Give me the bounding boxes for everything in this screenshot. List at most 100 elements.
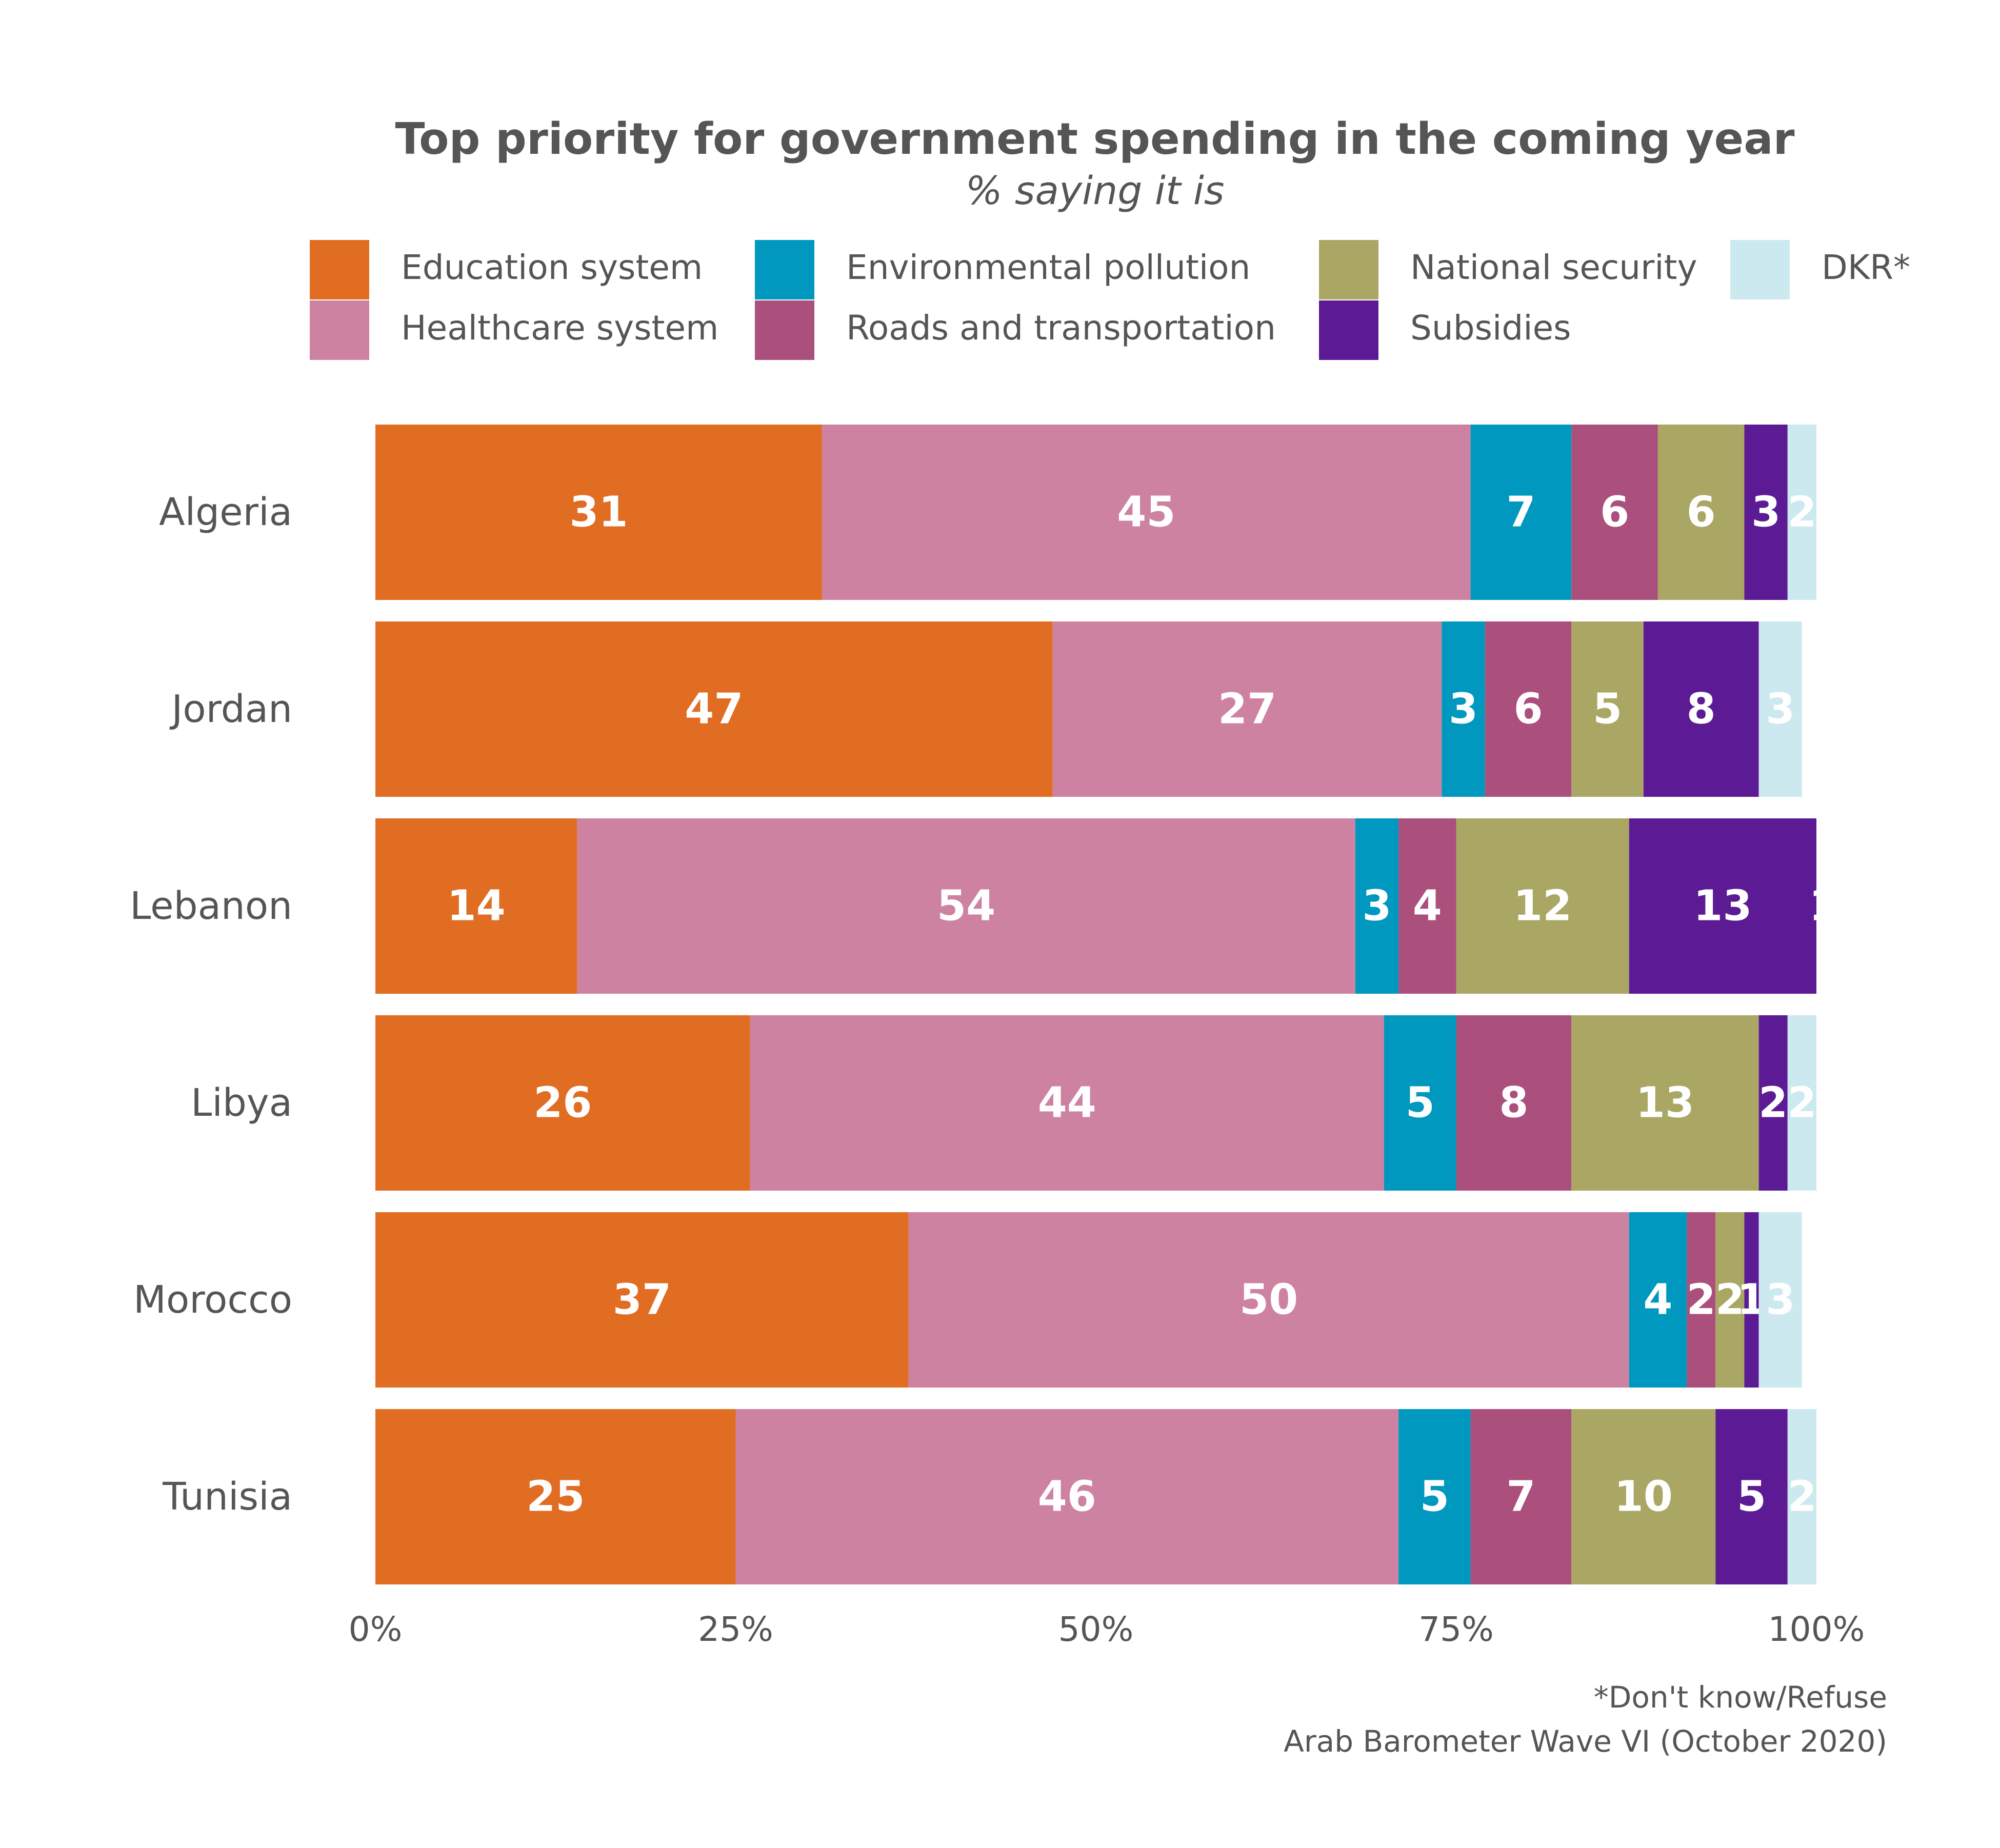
x-tick-label-0: 0% bbox=[349, 1610, 403, 1649]
bar-row-lebanon: 14 54 3 4 12 13 1 bbox=[375, 818, 1838, 994]
category-label-tunisia: Tunisia bbox=[162, 1475, 292, 1519]
bar-segment-algeria-education-system bbox=[375, 425, 823, 600]
bar-segment-lebanon-subsidies bbox=[1629, 818, 1816, 994]
legend: Education system Healthcare system Environ… bbox=[310, 240, 1910, 360]
bar-segment-morocco-environmental-pollution bbox=[1629, 1212, 1687, 1388]
chart-subtitle: % saying it is bbox=[966, 168, 1225, 213]
data-label-algeria-healthcare-system: 45 bbox=[1117, 488, 1175, 537]
bar-segment-libya-national-security bbox=[1571, 1015, 1759, 1191]
bar-segment-morocco-national-security bbox=[1715, 1212, 1745, 1388]
data-label-morocco-healthcare-system: 50 bbox=[1239, 1276, 1298, 1324]
data-label-lebanon-national-security: 12 bbox=[1513, 882, 1572, 931]
bar-segment-morocco-dkr bbox=[1758, 1212, 1802, 1388]
bar-segment-jordan-roads-and-transportation bbox=[1485, 621, 1572, 797]
legend-swatch-roads-and-transportation bbox=[755, 300, 814, 360]
data-label-libya-dkr: 2 bbox=[1787, 1079, 1816, 1128]
data-label-libya-national-security: 13 bbox=[1636, 1079, 1694, 1128]
bar-segment-libya-education-system bbox=[375, 1015, 750, 1191]
data-label-algeria-environmental-pollution: 7 bbox=[1506, 488, 1535, 537]
bar-segment-morocco-education-system bbox=[375, 1212, 909, 1388]
bar-segment-libya-roads-and-transportation bbox=[1456, 1015, 1572, 1191]
data-label-morocco-roads-and-transportation: 2 bbox=[1687, 1276, 1716, 1324]
bar-segment-tunisia-national-security bbox=[1571, 1409, 1716, 1584]
bar-segment-lebanon-education-system bbox=[375, 818, 577, 994]
data-label-algeria-national-security: 6 bbox=[1687, 488, 1716, 537]
bar-segment-jordan-environmental-pollution bbox=[1442, 621, 1485, 797]
bar-segment-lebanon-dkr bbox=[1816, 818, 1831, 994]
data-label-libya-roads-and-transportation: 8 bbox=[1499, 1079, 1528, 1128]
bar-segment-algeria-subsidies bbox=[1744, 425, 1788, 600]
data-label-libya-subsidies: 2 bbox=[1758, 1079, 1788, 1128]
data-label-algeria-education-system: 31 bbox=[569, 488, 628, 537]
bar-segment-tunisia-roads-and-transportation bbox=[1470, 1409, 1572, 1584]
bar-segment-tunisia-dkr bbox=[1787, 1409, 1816, 1584]
data-label-jordan-dkr: 3 bbox=[1766, 685, 1795, 734]
bar-row-morocco: 37 50 4 2 21 3 bbox=[375, 1212, 1802, 1388]
bar-segment-morocco-subsidies bbox=[1744, 1212, 1759, 1388]
x-tick-label-1: 25% bbox=[698, 1610, 773, 1649]
bar-row-libya: 26 44 5 8 13 2 2 bbox=[375, 1015, 1816, 1191]
captions: *Don't know/Refuse Arab Barometer Wave VI… bbox=[1284, 1680, 1887, 1759]
data-label-libya-healthcare-system: 44 bbox=[1038, 1079, 1096, 1128]
bar-segment-lebanon-national-security bbox=[1456, 818, 1629, 994]
x-tick-label-4: 100% bbox=[1768, 1610, 1865, 1649]
data-label-tunisia-healthcare-system: 46 bbox=[1038, 1473, 1096, 1521]
bar-segment-libya-dkr bbox=[1787, 1015, 1816, 1191]
bar-segment-algeria-roads-and-transportation bbox=[1571, 425, 1658, 600]
bar-segment-algeria-dkr bbox=[1787, 425, 1816, 600]
bar-segment-tunisia-healthcare-system bbox=[735, 1409, 1399, 1584]
data-label-tunisia-national-security: 10 bbox=[1614, 1473, 1673, 1521]
legend-label-subsidies: Subsidies bbox=[1410, 308, 1571, 348]
legend-swatch-environmental-pollution bbox=[755, 240, 814, 299]
data-label-tunisia-subsidies: 5 bbox=[1737, 1473, 1766, 1521]
bar-segment-libya-subsidies bbox=[1758, 1015, 1788, 1191]
legend-label-environmental-pollution: Environmental pollution bbox=[846, 248, 1250, 287]
bar-segment-tunisia-subsidies bbox=[1715, 1409, 1788, 1584]
data-label-jordan-roads-and-transportation: 6 bbox=[1513, 685, 1543, 734]
data-label-tunisia-environmental-pollution: 5 bbox=[1420, 1473, 1449, 1521]
legend-swatch-healthcare-system bbox=[310, 300, 369, 360]
data-label-morocco-dkr: 3 bbox=[1766, 1276, 1795, 1324]
bars-group: 31 45 7 6 6 3 247 27 3 6 5 8 314 54 3 4 12 13 126 44 5 8 13 2 23… bbox=[375, 425, 1838, 1584]
legend-label-national-security: National security bbox=[1410, 248, 1697, 287]
bar-segment-algeria-healthcare-system bbox=[822, 425, 1471, 600]
data-label-jordan-healthcare-system: 27 bbox=[1218, 685, 1276, 734]
chart-title: Top priority for government spending in … bbox=[395, 114, 1794, 165]
category-label-algeria: Algeria bbox=[159, 490, 292, 534]
data-label-tunisia-education-system: 25 bbox=[526, 1473, 585, 1521]
bar-segment-algeria-environmental-pollution bbox=[1470, 425, 1572, 600]
bar-segment-tunisia-environmental-pollution bbox=[1398, 1409, 1471, 1584]
bar-segment-jordan-education-system bbox=[375, 621, 1053, 797]
bar-segment-libya-environmental-pollution bbox=[1384, 1015, 1456, 1191]
legend-swatch-education-system bbox=[310, 240, 369, 299]
data-label-libya-education-system: 26 bbox=[533, 1079, 592, 1128]
legend-label-education-system: Education system bbox=[401, 248, 703, 287]
category-label-libya: Libya bbox=[191, 1081, 292, 1125]
data-label-jordan-national-security: 5 bbox=[1593, 685, 1622, 734]
data-label-morocco-environmental-pollution: 4 bbox=[1643, 1276, 1672, 1324]
caption-1: Arab Barometer Wave VI (October 2020) bbox=[1284, 1724, 1887, 1759]
data-label-algeria-dkr: 2 bbox=[1787, 488, 1816, 537]
bar-segment-lebanon-healthcare-system bbox=[577, 818, 1355, 994]
data-label-lebanon-subsidies: 13 bbox=[1693, 882, 1752, 931]
category-axis: Algeria Jordan Lebanon Libya Morocco Tunisia bbox=[130, 490, 292, 1519]
data-label-algeria-roads-and-transportation: 6 bbox=[1600, 488, 1629, 537]
data-label-lebanon-dkr: 1 bbox=[1809, 882, 1838, 931]
bar-segment-jordan-national-security bbox=[1571, 621, 1644, 797]
caption-0: *Don't know/Refuse bbox=[1594, 1680, 1887, 1715]
bar-segment-jordan-healthcare-system bbox=[1052, 621, 1442, 797]
legend-label-dkr: DKR* bbox=[1822, 248, 1910, 287]
bar-segment-libya-healthcare-system bbox=[750, 1015, 1384, 1191]
x-tick-label-2: 50% bbox=[1058, 1610, 1134, 1649]
data-label-jordan-education-system: 47 bbox=[685, 685, 743, 734]
legend-label-healthcare-system: Healthcare system bbox=[401, 308, 718, 348]
data-label-tunisia-dkr: 2 bbox=[1787, 1473, 1816, 1521]
category-label-lebanon: Lebanon bbox=[130, 884, 292, 928]
legend-label-roads-and-transportation: Roads and transportation bbox=[846, 308, 1276, 348]
data-label-morocco-national-security: 2 bbox=[1715, 1276, 1745, 1324]
bar-segment-lebanon-roads-and-transportation bbox=[1398, 818, 1456, 994]
data-label-lebanon-education-system: 14 bbox=[447, 882, 506, 931]
x-axis: 0% 25% 50% 75% 100% bbox=[349, 1610, 1865, 1649]
legend-swatch-subsidies bbox=[1319, 300, 1378, 360]
